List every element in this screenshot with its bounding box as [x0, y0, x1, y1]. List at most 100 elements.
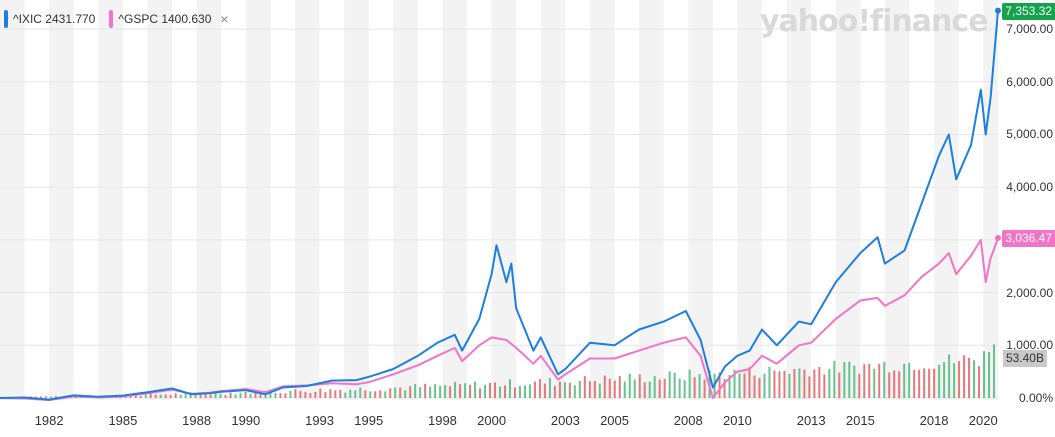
volume-bar: [573, 385, 576, 398]
volume-bar: [219, 393, 222, 398]
x-tick-label: 2020: [968, 413, 998, 428]
x-tick-label: 2008: [673, 413, 703, 428]
volume-bar: [838, 372, 841, 398]
volume-bar: [993, 344, 996, 398]
volume-bar: [733, 369, 736, 398]
volume-bar: [783, 370, 786, 398]
year-band: [737, 0, 763, 400]
volume-bar: [374, 391, 377, 398]
year-band: [196, 0, 222, 400]
volume-bar: [489, 382, 492, 398]
volume-bar: [903, 363, 906, 398]
legend-item-gspc[interactable]: ^GSPC 1400.630 ×: [109, 10, 229, 28]
volume-bar: [948, 354, 951, 398]
x-tick-label: 2013: [796, 413, 826, 428]
volume-bar: [848, 361, 851, 398]
volume-bar: [329, 389, 332, 398]
year-band: [491, 0, 517, 400]
volume-bar: [923, 368, 926, 398]
year-band: [884, 0, 910, 400]
volume-bar: [164, 394, 167, 398]
volume-bar: [678, 378, 681, 398]
volume-bar: [553, 385, 556, 398]
volume-bar: [823, 374, 826, 398]
volume-bar: [209, 394, 212, 398]
volume-bar: [798, 368, 801, 398]
x-tick-label: 2010: [722, 413, 752, 428]
volume-bar: [533, 381, 536, 398]
volume-bar: [653, 376, 656, 398]
volume-bar: [289, 390, 292, 398]
volume-bar: [773, 370, 776, 398]
volume-bar: [568, 382, 571, 398]
volume-bar: [793, 369, 796, 398]
volume-bar: [194, 392, 197, 398]
volume-bar: [224, 394, 227, 398]
volume-bar: [683, 380, 686, 398]
volume-bar: [788, 373, 791, 398]
volume-bar: [978, 366, 981, 398]
series-line-ixic: [0, 10, 999, 401]
year-band: [147, 0, 173, 400]
x-tick-label: 1993: [305, 413, 335, 428]
volume-bar: [294, 389, 297, 398]
volume-bar: [743, 373, 746, 398]
year-band: [0, 0, 25, 400]
volume-bar: [938, 364, 941, 398]
volume-bar: [523, 385, 526, 398]
volume-bar: [858, 373, 861, 398]
volume-bar: [538, 379, 541, 398]
volume-bar: [503, 385, 506, 398]
volume-bar: [469, 385, 472, 398]
volume-bar: [324, 392, 327, 398]
close-icon[interactable]: ×: [220, 11, 229, 27]
volume-bar: [474, 381, 477, 398]
volume-bar: [893, 370, 896, 398]
volume-bar: [968, 357, 971, 398]
volume-bar: [414, 384, 417, 398]
volume-bar: [189, 392, 192, 398]
x-tick-label: 2015: [845, 413, 875, 428]
volume-bar: [34, 396, 37, 398]
volume-bar: [449, 386, 452, 398]
volume-bar: [778, 371, 781, 398]
volume-bar: [813, 369, 816, 398]
volume-bar: [234, 394, 237, 398]
volume-bar: [174, 393, 177, 398]
volume-bar: [888, 372, 891, 398]
volume-bar: [424, 383, 427, 398]
volume-bar: [254, 390, 257, 398]
volume-bar: [344, 392, 347, 398]
volume-bar: [703, 379, 706, 398]
series-endpoint-ixic: [995, 7, 1001, 14]
volume-bar: [623, 381, 626, 398]
y-tick-label: 6,000.00: [1006, 74, 1053, 89]
volume-bar: [499, 386, 501, 398]
y-tick-label: 2,000.00: [1006, 285, 1053, 300]
volume-bar: [908, 363, 911, 398]
volume-bar: [454, 381, 457, 398]
volume-bar: [439, 385, 442, 398]
year-band: [49, 0, 74, 400]
volume-bar: [668, 371, 671, 398]
volume-bar: [169, 394, 172, 398]
volume-bar: [603, 375, 606, 398]
volume-bar: [913, 369, 916, 398]
volume-bar: [633, 379, 636, 398]
volume-bar: [409, 386, 412, 398]
volume-bar: [404, 390, 407, 398]
volume-bar: [274, 392, 277, 398]
year-band: [442, 0, 468, 400]
x-tick-label: 2003: [550, 413, 580, 428]
volume-bar: [284, 393, 287, 398]
volume-bar: [658, 379, 661, 398]
volume-bar: [484, 384, 487, 398]
legend-item-ixic[interactable]: ^IXIC 2431.770: [4, 10, 95, 28]
volume-bar: [808, 376, 811, 398]
volume-bar: [314, 391, 317, 398]
volume-bar: [389, 388, 392, 398]
legend-swatch-gspc: [109, 10, 114, 28]
volume-bar: [578, 380, 581, 398]
volume-bar: [444, 384, 447, 398]
